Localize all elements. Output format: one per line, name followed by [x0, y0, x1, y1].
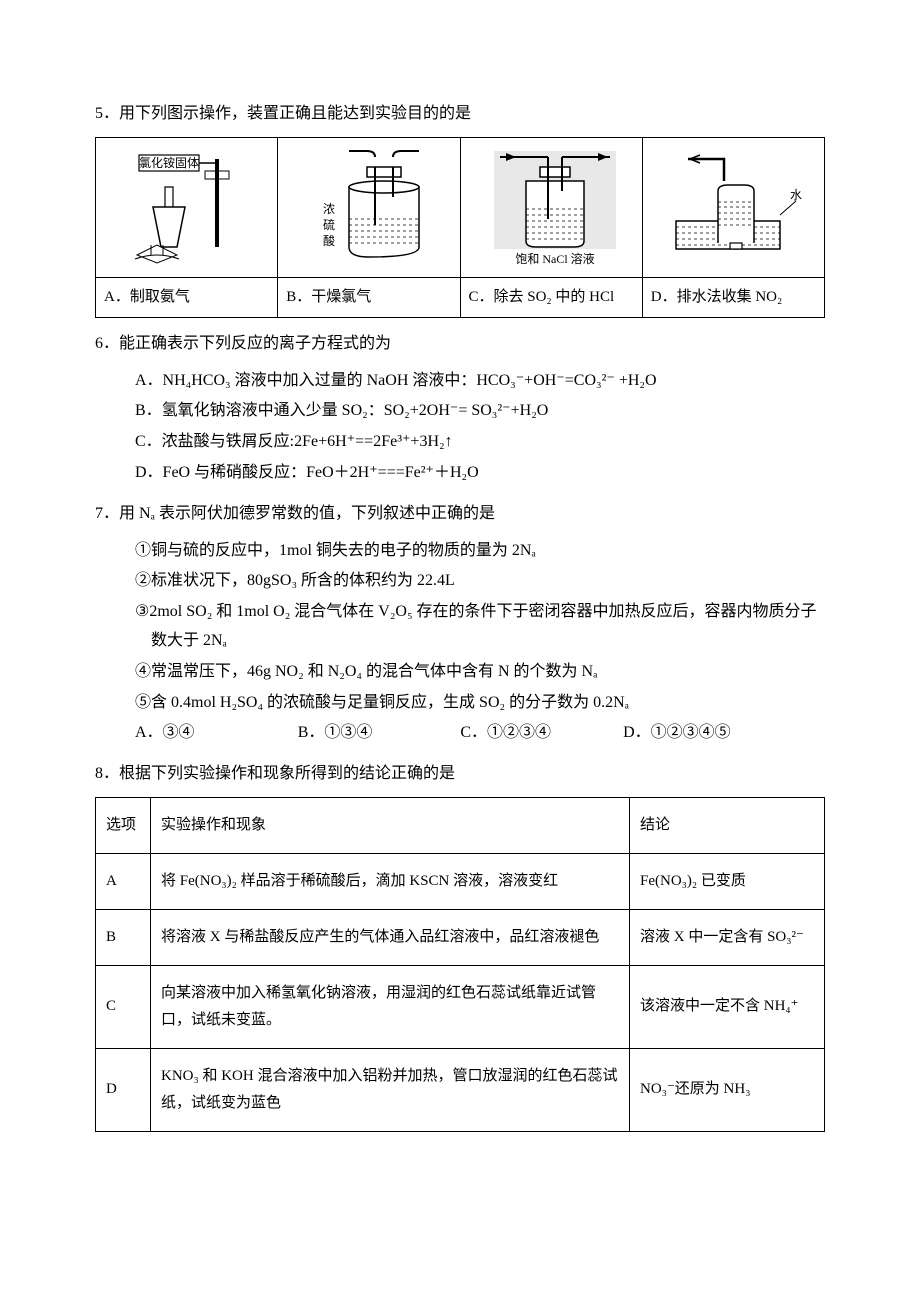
- q7-option-d: D．①②③④⑤: [623, 719, 782, 748]
- q6-option-c: C．浓盐酸与铁屑反应:2Fe+6H⁺==2Fe³⁺+3H₂↑: [135, 428, 825, 457]
- q8-head-conc: 结论: [630, 797, 825, 853]
- q8-table: 选项 实验操作和现象 结论 A 将 Fe(NO₃)₂ 样品溶于稀硫酸后，滴加 K…: [95, 797, 825, 1132]
- q7-statements: ①铜与硫的反应中，1mol 铜失去的电子的物质的量为 2Nₐ ②标准状况下，80…: [95, 537, 825, 718]
- q5-cell-a-img: 氯化铵固体: [96, 137, 278, 277]
- question-6: 6．能正确表示下列反应的离子方程式的为 A．NH₄HCO₃ 溶液中加入过量的 N…: [95, 330, 825, 488]
- q8-r2-op: 向某溶液中加入稀氢氧化钠溶液，用湿润的红色石蕊试纸靠近试管口，试纸未变蓝。: [151, 965, 630, 1048]
- q8-r3-op: KNO₃ 和 KOH 混合溶液中加入铝粉并加热，管口放湿润的红色石蕊试纸，试纸变…: [151, 1048, 630, 1131]
- apparatus-c-icon: 饱和 NaCl 溶液: [476, 147, 626, 267]
- q7-s1: ①铜与硫的反应中，1mol 铜失去的电子的物质的量为 2Nₐ: [135, 537, 825, 566]
- q8-r1-opt: B: [96, 909, 151, 965]
- q7-stem-text: 用 Nₐ 表示阿伏加德罗常数的值，下列叙述中正确的是: [119, 505, 495, 522]
- q8-number: 8．: [95, 765, 119, 782]
- q6-option-a: A．NH₄HCO₃ 溶液中加入过量的 NaOH 溶液中：HCO₃⁻+OH⁻=CO…: [135, 367, 825, 396]
- apparatus-a-label: 氯化铵固体: [139, 155, 199, 170]
- q5-cell-b-img: 浓 硫 酸: [278, 137, 460, 277]
- q8-r0-conc: Fe(NO₃)₂ 已变质: [630, 853, 825, 909]
- q7-option-c: C．①②③④: [460, 719, 619, 748]
- q8-r2-opt: C: [96, 965, 151, 1048]
- q8-r3-opt: D: [96, 1048, 151, 1131]
- apparatus-d-label: 水: [790, 188, 802, 202]
- q7-option-b: B．①③④: [298, 719, 457, 748]
- q7-option-a: A．③④: [135, 719, 294, 748]
- q5-number: 5．: [95, 105, 119, 122]
- q7-options: A．③④ B．①③④ C．①②③④ D．①②③④⑤: [95, 719, 825, 748]
- q8-r0-opt: A: [96, 853, 151, 909]
- q5-option-a: A．制取氨气: [96, 277, 278, 317]
- apparatus-d-icon: 水: [658, 147, 808, 267]
- apparatus-b-label-2: 硫: [323, 217, 335, 232]
- q8-head-op: 实验操作和现象: [151, 797, 630, 853]
- q8-r2-conc: 该溶液中一定不含 NH₄⁺: [630, 965, 825, 1048]
- table-row: A 将 Fe(NO₃)₂ 样品溶于稀硫酸后，滴加 KSCN 溶液，溶液变红 Fe…: [96, 853, 825, 909]
- q8-head-opt: 选项: [96, 797, 151, 853]
- q8-stem-text: 根据下列实验操作和现象所得到的结论正确的是: [119, 765, 455, 782]
- question-7: 7．用 Nₐ 表示阿伏加德罗常数的值，下列叙述中正确的是 ①铜与硫的反应中，1m…: [95, 500, 825, 748]
- q6-option-d: D．FeO 与稀硝酸反应：FeO＋2H⁺===Fe²⁺＋H₂O: [135, 459, 825, 488]
- q7-number: 7．: [95, 505, 119, 522]
- apparatus-b-icon: 浓 硫 酸: [299, 147, 439, 267]
- q5-stem-text: 用下列图示操作，装置正确且能达到实验目的的是: [119, 105, 471, 122]
- q6-options: A．NH₄HCO₃ 溶液中加入过量的 NaOH 溶液中：HCO₃⁻+OH⁻=CO…: [95, 367, 825, 488]
- q6-number: 6．: [95, 335, 119, 352]
- q8-r0-op: 将 Fe(NO₃)₂ 样品溶于稀硫酸后，滴加 KSCN 溶液，溶液变红: [151, 853, 630, 909]
- q5-option-d: D．排水法收集 NO₂: [642, 277, 824, 317]
- q8-r1-op: 将溶液 X 与稀盐酸反应产生的气体通入品红溶液中，品红溶液褪色: [151, 909, 630, 965]
- apparatus-b-label-3: 酸: [323, 233, 335, 248]
- q6-option-b: B．氢氧化钠溶液中通入少量 SO₂：SO₂+2OH⁻= SO₃²⁻+H₂O: [135, 397, 825, 426]
- q5-option-b: B．干燥氯气: [278, 277, 460, 317]
- question-8: 8．根据下列实验操作和现象所得到的结论正确的是 选项 实验操作和现象 结论 A …: [95, 760, 825, 1132]
- q7-s2: ②标准状况下，80gSO₃ 所含的体积约为 22.4L: [135, 567, 825, 596]
- q7-s4: ④常温常压下，46g NO₂ 和 N₂O₄ 的混合气体中含有 N 的个数为 Nₐ: [135, 658, 825, 687]
- q8-stem: 8．根据下列实验操作和现象所得到的结论正确的是: [95, 760, 825, 789]
- apparatus-b-label-1: 浓: [323, 202, 335, 216]
- table-row: C 向某溶液中加入稀氢氧化钠溶液，用湿润的红色石蕊试纸靠近试管口，试纸未变蓝。 …: [96, 965, 825, 1048]
- apparatus-c-label: 饱和 NaCl 溶液: [515, 251, 594, 266]
- q6-stem: 6．能正确表示下列反应的离子方程式的为: [95, 330, 825, 359]
- q7-s5: ⑤含 0.4mol H₂SO₄ 的浓硫酸与足量铜反应，生成 SO₂ 的分子数为 …: [135, 689, 825, 718]
- q7-stem: 7．用 Nₐ 表示阿伏加德罗常数的值，下列叙述中正确的是: [95, 500, 825, 529]
- apparatus-a-icon: 氯化铵固体: [117, 147, 257, 267]
- q5-stem: 5．用下列图示操作，装置正确且能达到实验目的的是: [95, 100, 825, 129]
- q8-r3-conc: NO₃⁻还原为 NH₃: [630, 1048, 825, 1131]
- question-5: 5．用下列图示操作，装置正确且能达到实验目的的是 氯化铵固体: [95, 100, 825, 318]
- q5-option-c: C．除去 SO₂ 中的 HCl: [460, 277, 642, 317]
- q8-header-row: 选项 实验操作和现象 结论: [96, 797, 825, 853]
- q5-cell-d-img: 水: [642, 137, 824, 277]
- q8-r1-conc: 溶液 X 中一定含有 SO₃²⁻: [630, 909, 825, 965]
- q7-s3: ③2mol SO₂ 和 1mol O₂ 混合气体在 V₂O₅ 存在的条件下于密闭…: [151, 598, 825, 656]
- table-row: B 将溶液 X 与稀盐酸反应产生的气体通入品红溶液中，品红溶液褪色 溶液 X 中…: [96, 909, 825, 965]
- q6-stem-text: 能正确表示下列反应的离子方程式的为: [119, 335, 391, 352]
- q5-table: 氯化铵固体: [95, 137, 825, 318]
- table-row: D KNO₃ 和 KOH 混合溶液中加入铝粉并加热，管口放湿润的红色石蕊试纸，试…: [96, 1048, 825, 1131]
- q5-cell-c-img: 饱和 NaCl 溶液: [460, 137, 642, 277]
